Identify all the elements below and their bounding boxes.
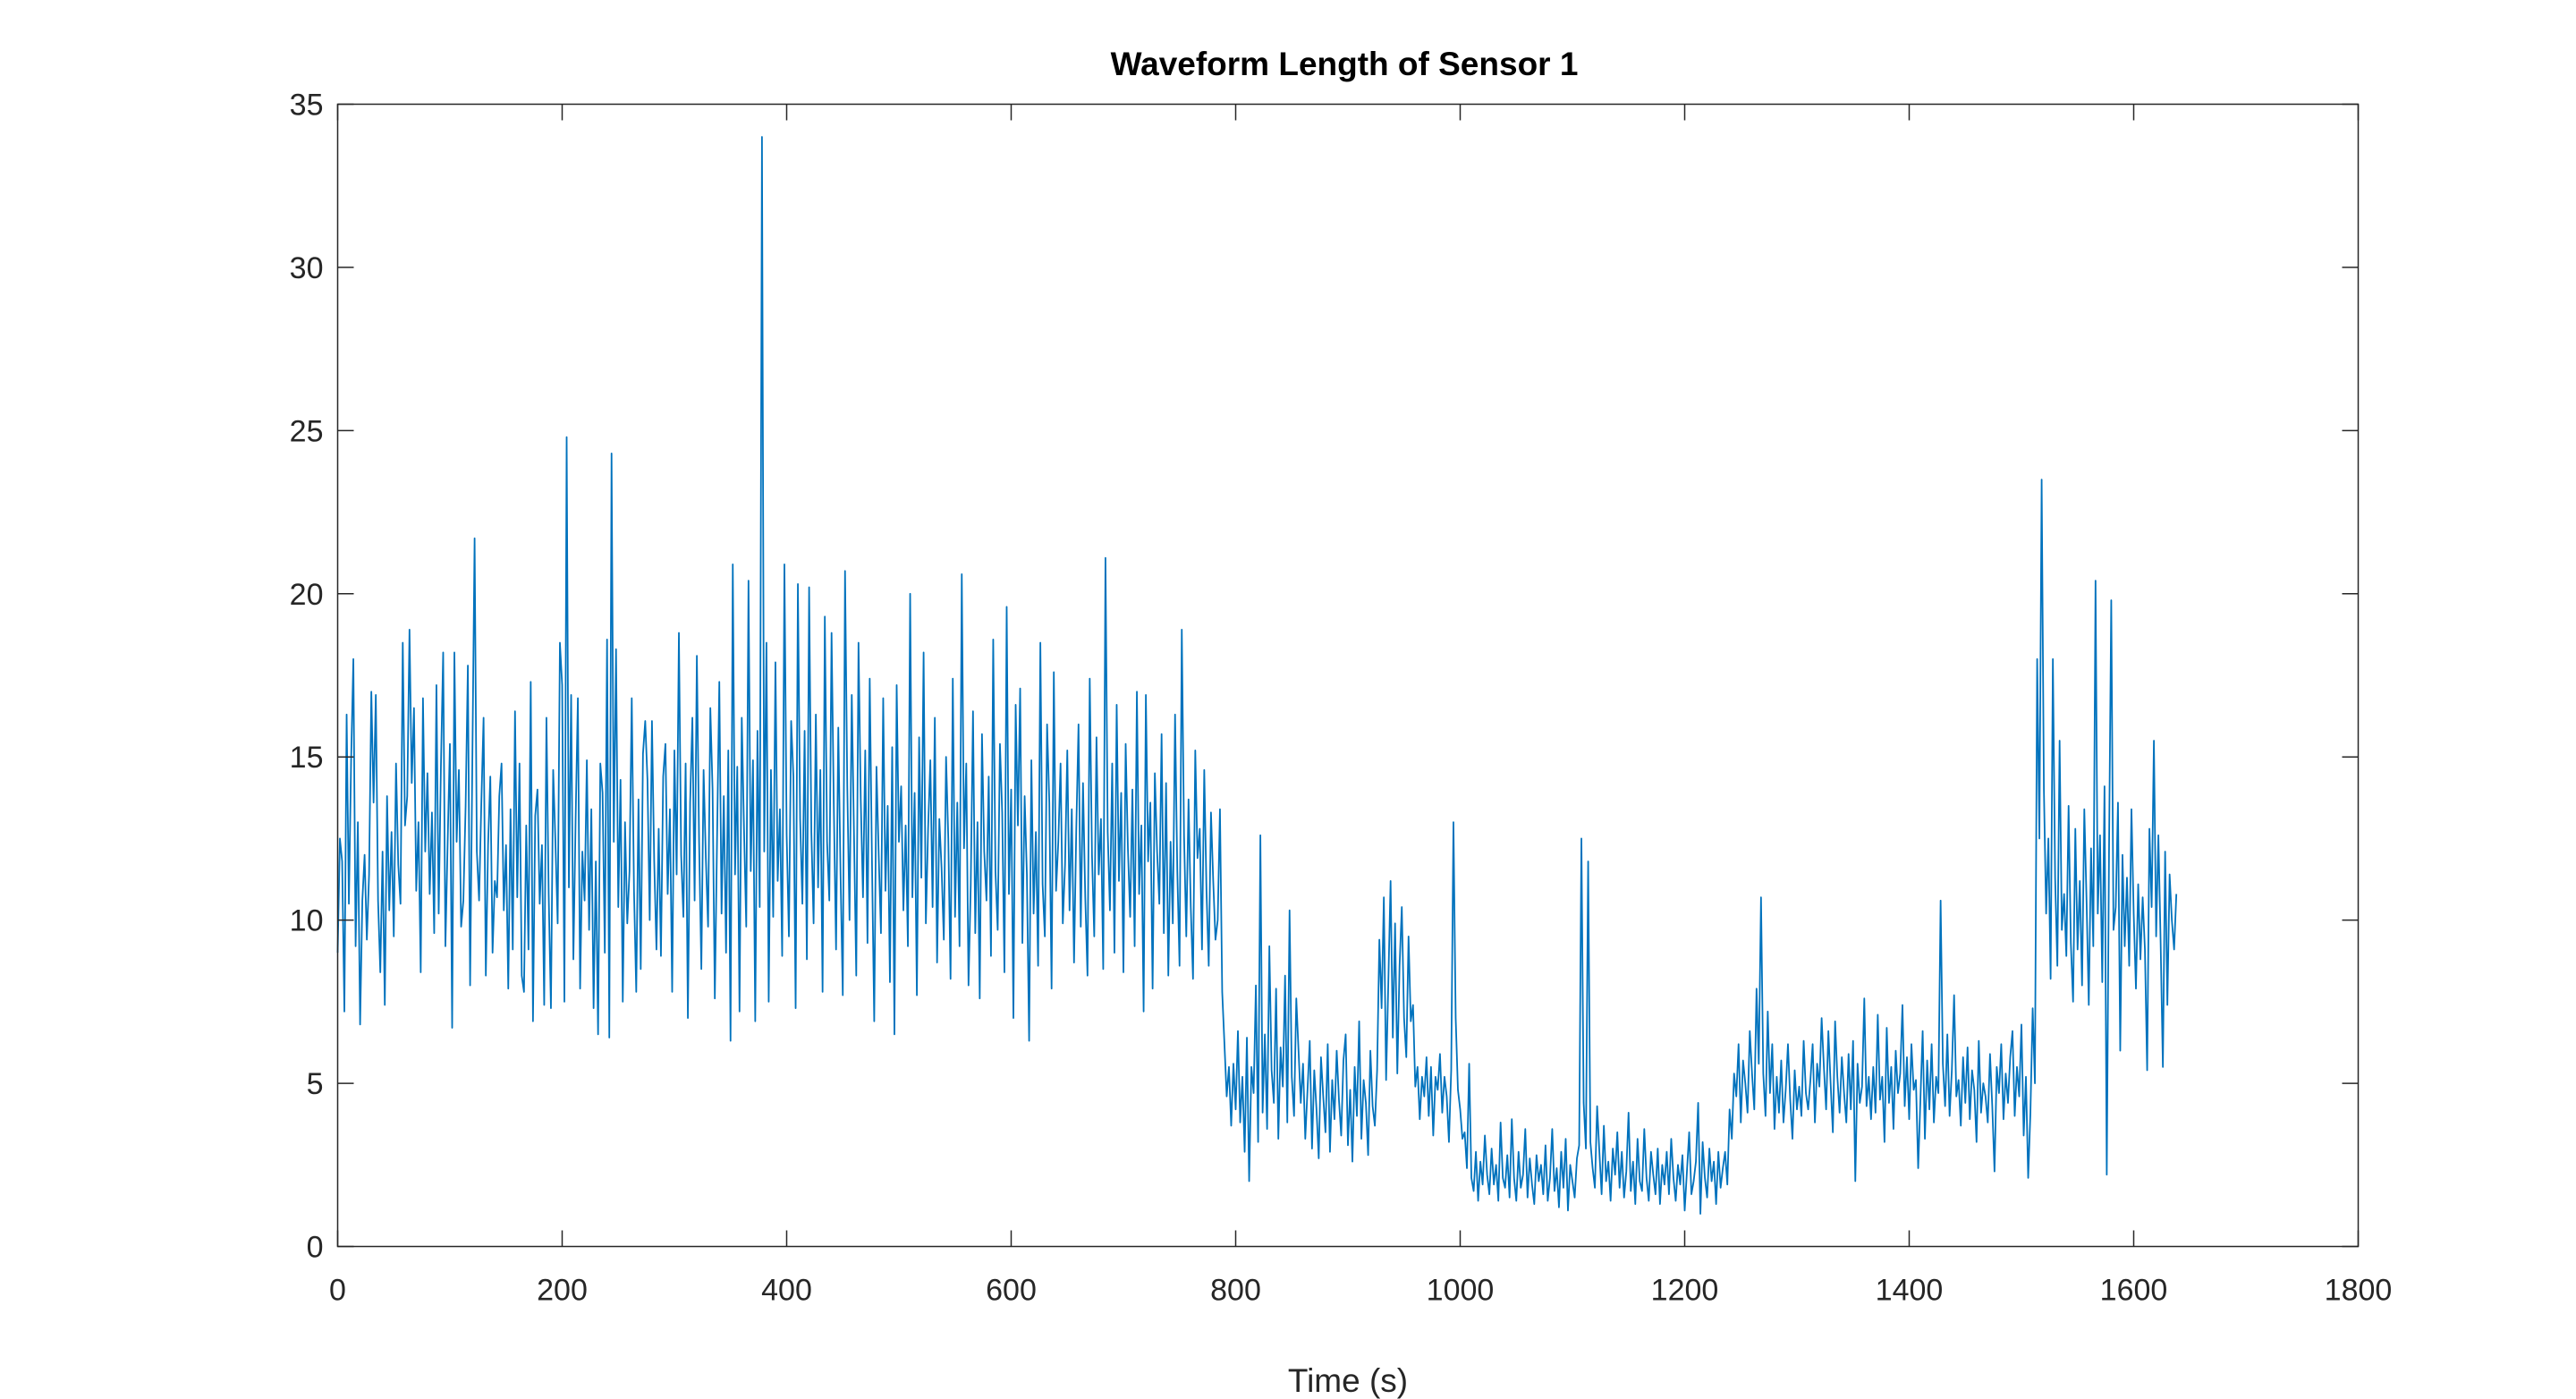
y-tick-label: 25: [290, 414, 324, 448]
x-tick-label: 400: [761, 1274, 812, 1308]
x-tick-label: 600: [986, 1274, 1037, 1308]
y-tick-label: 20: [290, 578, 324, 612]
series-line: [336, 136, 2178, 1215]
y-tick-label: 5: [307, 1067, 324, 1101]
x-tick-label: 1000: [1427, 1274, 1495, 1308]
x-axis-label: Time (s): [1288, 1362, 1408, 1399]
x-tick-label: 1200: [1651, 1274, 1719, 1308]
x-tick-label: 0: [329, 1274, 346, 1308]
series-layer: [336, 136, 2178, 1215]
y-tick-label: 0: [307, 1231, 324, 1265]
plot-area-frame: [336, 103, 2360, 1248]
x-tick-label: 1800: [2325, 1274, 2393, 1308]
x-tick-label: 1600: [2100, 1274, 2168, 1308]
y-tick-label: 15: [290, 741, 324, 775]
y-tick-label: 30: [290, 251, 324, 285]
x-tick-label: 800: [1210, 1274, 1261, 1308]
chart-title: Waveform Length of Sensor 1: [1111, 46, 1579, 82]
y-tick-label: 10: [290, 904, 324, 938]
x-tick-label: 200: [537, 1274, 588, 1308]
y-tick-labels: 0 5 10 15 20 25 30 35: [290, 89, 324, 1265]
y-tick-label: 35: [290, 89, 324, 123]
x-tick-labels: 0 200 400 600 800 1000 1200 1400 1600 1800: [329, 1274, 2392, 1308]
x-tick-label: 1400: [1876, 1274, 1944, 1308]
